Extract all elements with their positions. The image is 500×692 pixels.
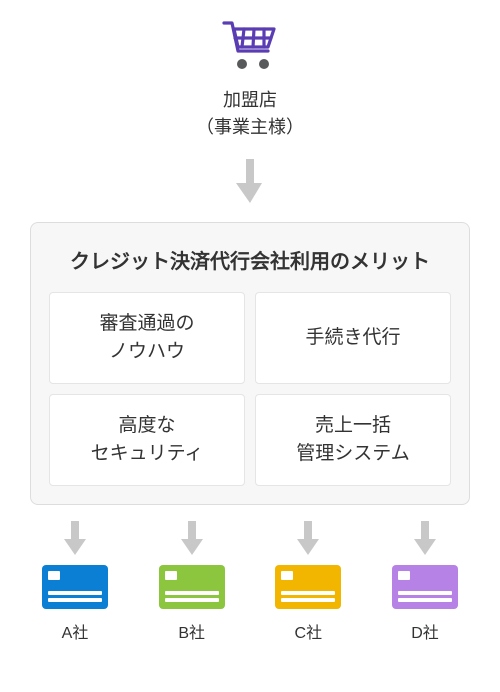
company-b: B社 — [147, 521, 237, 643]
arrow-down-icon — [414, 521, 436, 555]
company-label: D社 — [411, 619, 439, 643]
credit-card-icon — [392, 565, 458, 609]
company-a: A社 — [30, 521, 120, 643]
benefits-title: クレジット決済代行会社利用のメリット — [49, 245, 451, 274]
benefit-item: 高度な セキュリティ — [49, 394, 245, 486]
merchant-label: 加盟店 （事業主様） — [196, 87, 304, 141]
cart-icon — [220, 18, 280, 77]
credit-card-icon — [275, 565, 341, 609]
companies-row: A社 B社 C社 D社 — [30, 521, 470, 643]
company-c: C社 — [263, 521, 353, 643]
credit-card-icon — [42, 565, 108, 609]
benefits-grid: 審査通過の ノウハウ 手続き代行 高度な セキュリティ 売上一括 管理システム — [49, 292, 451, 486]
merchant-line1: 加盟店 — [223, 90, 277, 110]
arrow-down-icon — [181, 521, 203, 555]
arrow-down-icon — [64, 521, 86, 555]
benefit-item: 審査通過の ノウハウ — [49, 292, 245, 384]
credit-card-icon — [159, 565, 225, 609]
company-d: D社 — [380, 521, 470, 643]
benefit-item: 手続き代行 — [255, 292, 451, 384]
benefit-item: 売上一括 管理システム — [255, 394, 451, 486]
benefits-box: クレジット決済代行会社利用のメリット 審査通過の ノウハウ 手続き代行 高度な … — [30, 222, 470, 505]
company-label: C社 — [295, 619, 323, 643]
company-label: A社 — [62, 619, 89, 643]
arrow-down-icon — [297, 521, 319, 555]
company-label: B社 — [178, 619, 205, 643]
arrow-down-icon — [236, 159, 264, 208]
merchant-line2: （事業主様） — [196, 117, 304, 137]
